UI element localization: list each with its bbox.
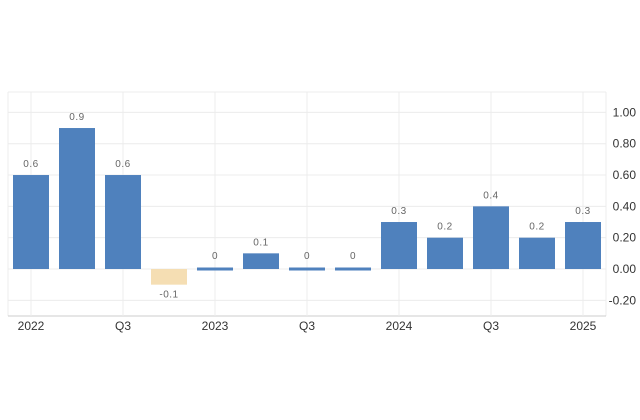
bar-2023-q1[interactable] (197, 267, 233, 271)
grid-layer (7, 91, 607, 317)
bar-2022-q4[interactable] (151, 269, 187, 285)
bar-2023-q2[interactable] (243, 253, 279, 270)
bar-2022-q1[interactable] (13, 175, 49, 270)
data-label: 0.6 (23, 159, 38, 170)
data-label-layer: 0.6 0.9 0.6 -0.1 0 0.1 0 0 0.3 0.2 0.4 0.2 0.3 (23, 112, 590, 301)
data-label: 0.6 (115, 159, 130, 170)
bar-2025-q1[interactable] (565, 222, 601, 270)
bar-layer (13, 128, 601, 285)
bar-2024-q2[interactable] (427, 237, 463, 270)
x-tick-label: 2024 (386, 319, 413, 333)
y-tick-label: 1.00 (613, 105, 637, 119)
x-tick-label: 2023 (202, 319, 229, 333)
data-label: 0.9 (69, 112, 84, 123)
bar-2023-q3[interactable] (289, 267, 325, 271)
data-label: 0 (212, 251, 218, 262)
data-label: 0 (304, 251, 310, 262)
y-tick-label: -0.20 (609, 293, 637, 307)
data-label: 0.3 (575, 206, 590, 217)
bar-2023-q4[interactable] (335, 267, 371, 271)
data-label: 0.2 (529, 222, 544, 233)
x-tick-label: Q3 (483, 319, 499, 333)
y-tick-label: 0.60 (613, 168, 637, 182)
y-tick-label: 0.80 (613, 137, 637, 151)
bar-2024-q4[interactable] (519, 237, 555, 270)
data-label: 0.2 (437, 222, 452, 233)
bar-2024-q3[interactable] (473, 206, 509, 270)
data-label: 0.1 (253, 237, 268, 248)
bar-2022-q3[interactable] (105, 175, 141, 270)
data-label: 0 (350, 251, 356, 262)
y-axis: 1.00 0.80 0.60 0.40 0.20 0.00 -0.20 (609, 105, 637, 307)
data-label: 0.4 (483, 190, 498, 201)
data-label: -0.1 (159, 290, 178, 301)
x-axis: 2022 Q3 2023 Q3 2024 Q3 2025 (18, 319, 597, 333)
x-tick-label: 2022 (18, 319, 45, 333)
y-tick-label: 0.20 (613, 231, 637, 245)
x-tick-label: 2025 (570, 319, 597, 333)
data-label: 0.3 (391, 206, 406, 217)
x-tick-label: Q3 (115, 319, 131, 333)
y-tick-label: 0.40 (613, 199, 637, 213)
bar-2022-q2[interactable] (59, 128, 95, 270)
x-tick-label: Q3 (299, 319, 315, 333)
y-tick-label: 0.00 (613, 262, 637, 276)
bar-2024-q1[interactable] (381, 222, 417, 270)
